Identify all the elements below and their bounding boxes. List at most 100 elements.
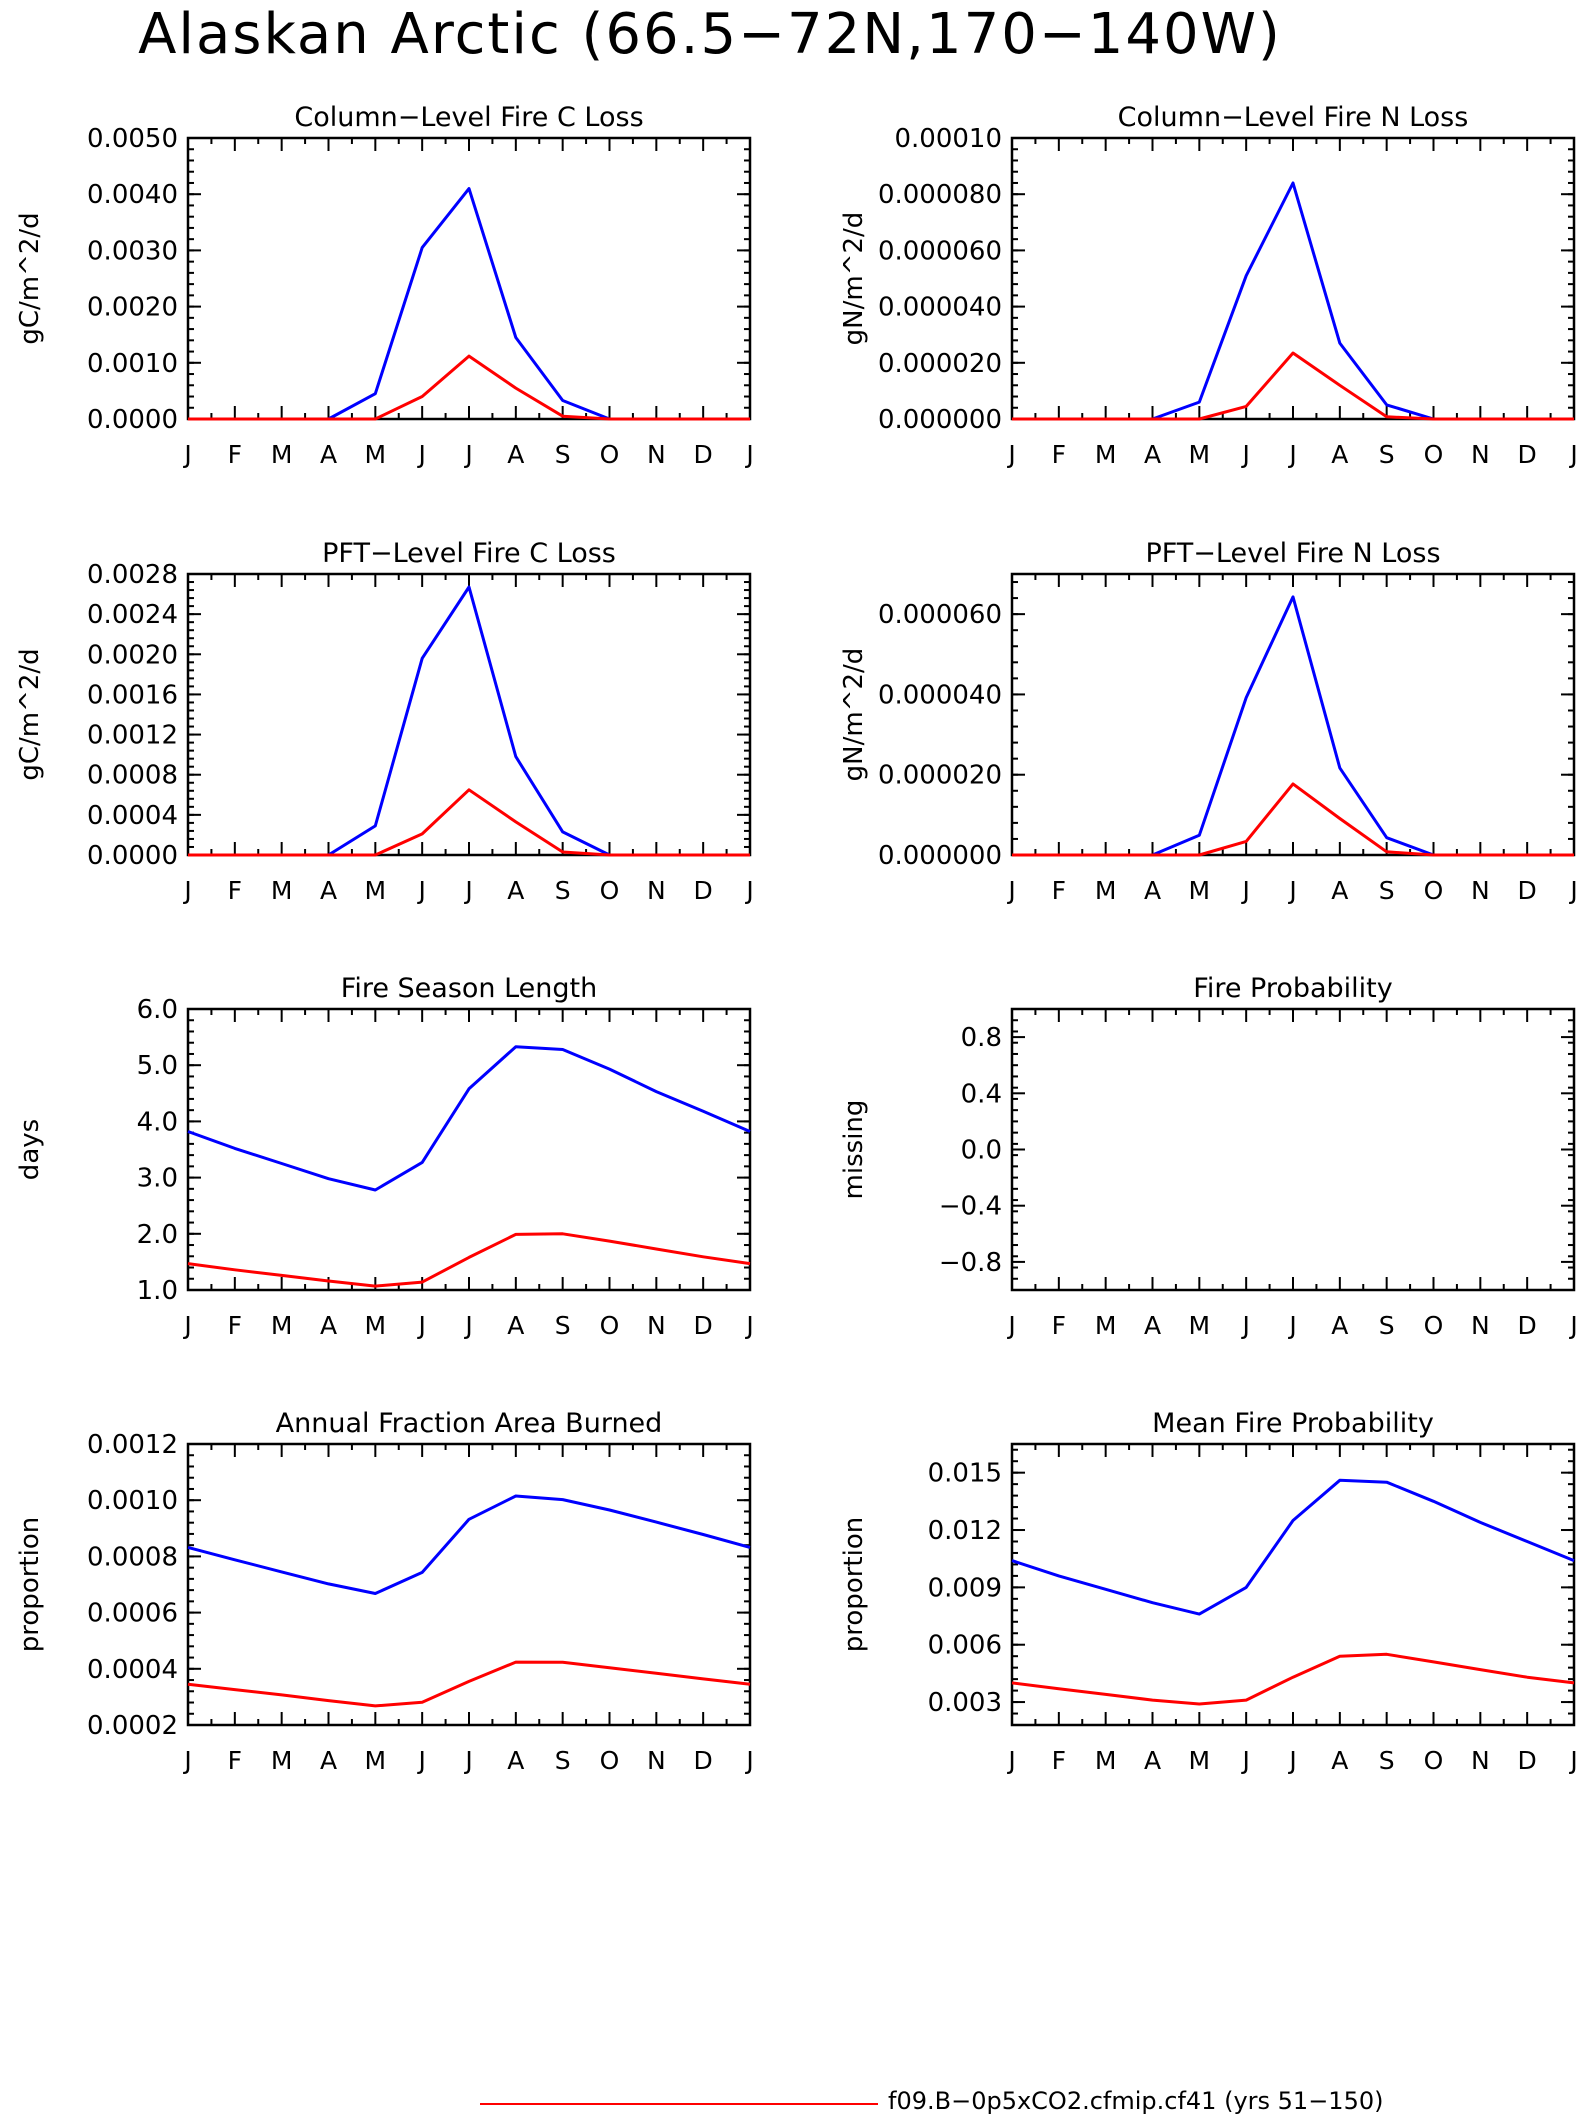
x-tick-label: J	[744, 1746, 753, 1775]
plot-frame	[186, 1007, 752, 1292]
x-tick-label: A	[320, 1746, 337, 1775]
x-tick-label: F	[228, 1746, 242, 1775]
x-tick-label: M	[365, 876, 387, 905]
y-tick-label: 0.0030	[87, 236, 178, 266]
chart-panel-1: J F M A M J J A S O N D J0.00000.00100.00200.00300.0…	[15, 102, 754, 469]
x-tick-label: F	[1052, 1311, 1066, 1340]
y-tick-label: 0.4	[961, 1079, 1002, 1109]
series-line-2	[187, 1232, 751, 1288]
y-tick-label: 0.000020	[878, 349, 1002, 379]
y-tick-label: 0.0008	[87, 1542, 178, 1572]
x-tick-label: A	[507, 440, 524, 469]
chart-panel-3: J F M A M J J A S O N D J0.00000.00040.00080.00120.0…	[15, 538, 754, 905]
y-tick-label: 0.0020	[87, 293, 178, 323]
y-tick-label: 0.0010	[87, 349, 178, 379]
x-tick-label: J	[1568, 1746, 1577, 1775]
x-tick-label: J	[1240, 440, 1249, 469]
x-tick-label: D	[694, 1746, 713, 1775]
plot-frame	[186, 136, 752, 421]
x-tick-label: N	[647, 440, 666, 469]
x-tick-label: J	[182, 1746, 191, 1775]
x-tick-label: J	[416, 876, 425, 905]
page-title: Alaskan Arctic (66.5−72N,170−140W)	[138, 2, 1282, 67]
plot-frame	[186, 572, 752, 857]
x-tick-label: D	[694, 440, 713, 469]
x-tick-label: S	[555, 1311, 571, 1340]
y-tick-label: 0.0012	[87, 1430, 178, 1460]
x-tick-label: J	[1287, 1746, 1296, 1775]
series-line-1	[1011, 1478, 1575, 1616]
x-tick-label: J	[463, 876, 472, 905]
x-tick-label: S	[1379, 876, 1395, 905]
y-tick-label: 0.000080	[878, 180, 1002, 210]
plot-frame	[186, 1442, 752, 1727]
x-tick-label: J	[463, 1746, 472, 1775]
chart-panel-7: J F M A M J J A S O N D J0.00020.00040.00060.00080.0…	[15, 1408, 754, 1775]
x-tick-label: D	[1518, 1746, 1537, 1775]
y-tick-label: −0.4	[939, 1192, 1002, 1222]
x-tick-label: J	[182, 440, 191, 469]
chart-title: PFT−Level Fire N Loss	[1145, 538, 1440, 569]
x-tick-label: A	[1331, 1746, 1348, 1775]
x-tick-label: M	[1095, 876, 1117, 905]
x-tick-label: A	[320, 876, 337, 905]
legend-entry: f09.B−0p5xCO2.cfmip.cf41 (yrs 51−150)	[888, 2087, 1384, 2115]
chart-panel-2: J F M A M J J A S O N D J0.0000000.0000200.0000400.0…	[839, 102, 1578, 469]
y-tick-label: 0.0004	[87, 1655, 178, 1685]
y-tick-label: 0.8	[961, 1023, 1002, 1053]
y-tick-label: 0.015	[928, 1459, 1002, 1489]
x-tick-label: J	[463, 440, 472, 469]
y-tick-label: 0.012	[928, 1516, 1002, 1546]
x-tick-label: S	[555, 876, 571, 905]
y-tick-label: 0.0016	[87, 680, 178, 710]
x-tick-label: S	[1379, 1311, 1395, 1340]
y-tick-label: 0.0020	[87, 640, 178, 670]
x-tick-label: J	[1240, 1746, 1249, 1775]
y-tick-label: 0.00010	[894, 124, 1002, 154]
y-axis-label: gC/m^2/d	[15, 648, 45, 780]
x-tick-label: M	[271, 876, 293, 905]
legend-line-series2	[480, 2103, 878, 2105]
chart-title: Fire Season Length	[341, 973, 597, 1004]
y-tick-label: 0.009	[928, 1573, 1002, 1603]
series-line-2	[1012, 782, 1574, 857]
y-tick-label: 0.0006	[87, 1599, 178, 1629]
x-tick-label: A	[1144, 1311, 1161, 1340]
x-tick-label: S	[555, 1746, 571, 1775]
x-tick-label: J	[182, 876, 191, 905]
x-tick-label: J	[1568, 440, 1577, 469]
x-tick-label: O	[600, 1311, 620, 1340]
x-tick-label: N	[1471, 1311, 1490, 1340]
x-tick-label: A	[507, 1746, 524, 1775]
y-tick-label: 6.0	[137, 995, 178, 1025]
y-tick-label: 4.0	[137, 1107, 178, 1137]
series-line-1	[188, 585, 750, 857]
y-tick-label: 5.0	[137, 1051, 178, 1081]
x-tick-label: J	[1006, 440, 1015, 469]
y-tick-label: 2.0	[137, 1220, 178, 1250]
y-tick-label: −0.8	[939, 1248, 1002, 1278]
x-tick-label: O	[1424, 440, 1444, 469]
x-tick-label: S	[1379, 440, 1395, 469]
y-tick-label: 0.0028	[87, 560, 178, 590]
x-tick-label: O	[1424, 1311, 1444, 1340]
y-tick-label: 0.000040	[878, 293, 1002, 323]
x-tick-label: F	[1052, 876, 1066, 905]
y-tick-label: 0.000000	[878, 841, 1002, 871]
chart-title: Column−Level Fire N Loss	[1118, 102, 1469, 133]
y-axis-label: proportion	[15, 1517, 45, 1652]
x-tick-label: J	[1568, 1311, 1577, 1340]
chart-panel-8: J F M A M J J A S O N D J0.0030.0060.0090.0120.015Me…	[839, 1408, 1578, 1775]
x-tick-label: M	[365, 440, 387, 469]
x-tick-label: S	[1379, 1746, 1395, 1775]
y-axis-label: missing	[839, 1100, 869, 1200]
x-tick-label: M	[1189, 440, 1211, 469]
chart-title: Column−Level Fire C Loss	[294, 102, 643, 133]
x-tick-label: D	[1518, 1311, 1537, 1340]
x-tick-label: J	[1006, 1311, 1015, 1340]
x-tick-label: M	[365, 1311, 387, 1340]
y-tick-label: 0.0040	[87, 180, 178, 210]
x-tick-label: M	[1189, 1746, 1211, 1775]
